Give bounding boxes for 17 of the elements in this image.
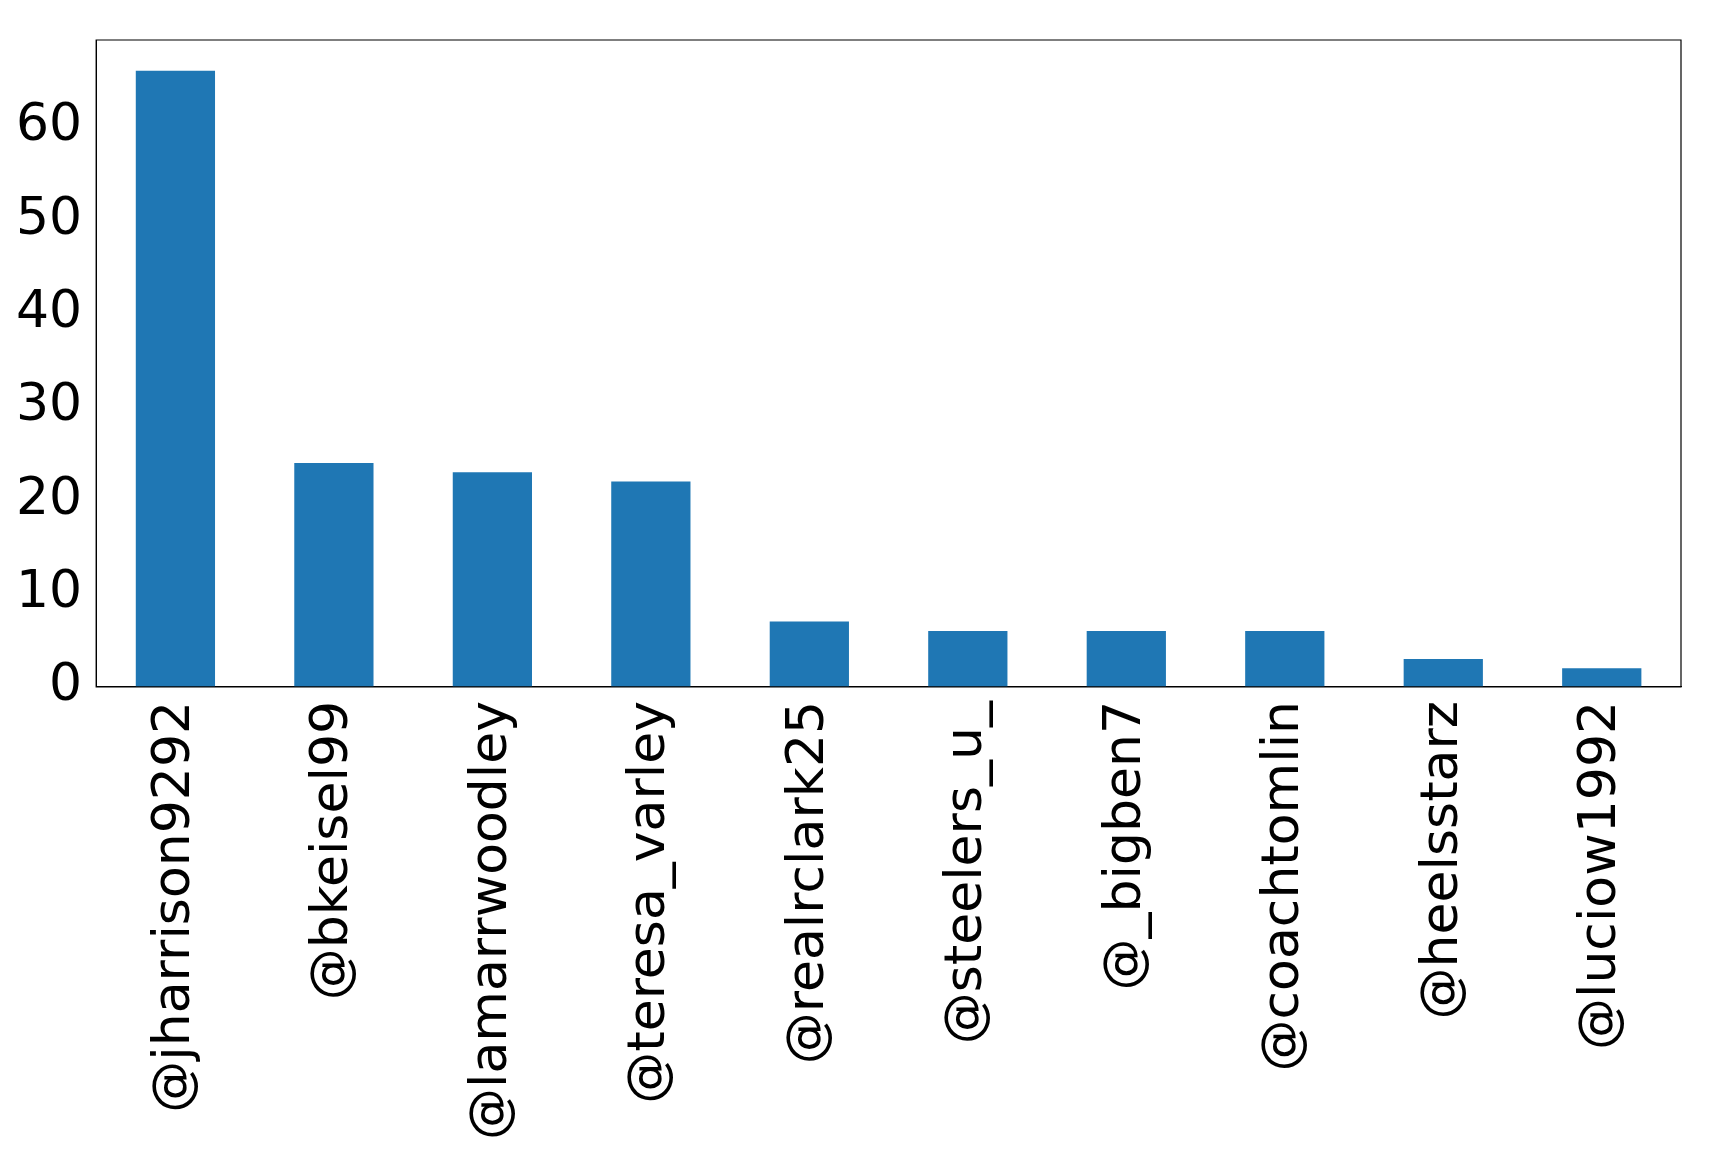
x-tick-label: @teresa_varley xyxy=(616,700,677,1104)
y-tick-label: 50 xyxy=(16,185,83,246)
y-tick-label: 40 xyxy=(16,279,83,340)
x-tick-label: @jharrison9292 xyxy=(140,700,201,1113)
x-tick-label: @bkeisel99 xyxy=(299,700,360,1001)
x-tick-label: @coachtomlin xyxy=(1250,700,1311,1072)
y-tick-label: 20 xyxy=(16,465,83,526)
y-tick-label: 10 xyxy=(16,559,83,620)
y-tick-label: 0 xyxy=(49,652,83,713)
y-tick-label: 30 xyxy=(16,372,83,433)
x-tick-label: @heelsstarz xyxy=(1408,700,1469,1020)
x-tick-label: @luciow1992 xyxy=(1567,700,1628,1051)
x-tick-label: @lamarrwoodley xyxy=(457,700,518,1141)
y-tick-label: 60 xyxy=(16,92,83,153)
x-tick-label: @_bigben7 xyxy=(1091,700,1152,991)
x-tick-label: @realrclark25 xyxy=(774,700,835,1065)
x-tick-label: @steelers_u_ xyxy=(933,699,994,1045)
